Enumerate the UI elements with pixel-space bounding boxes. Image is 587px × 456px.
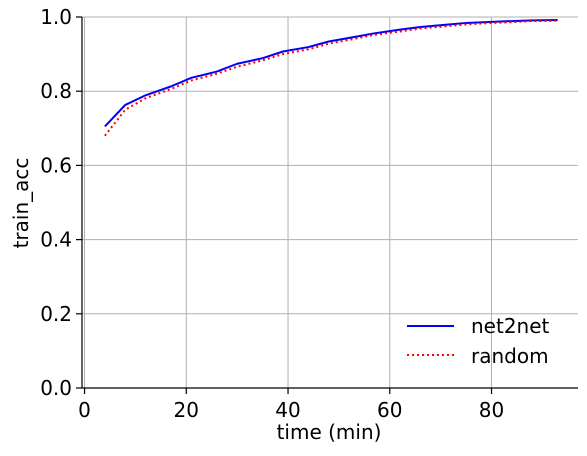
axes-layer — [81, 17, 578, 389]
x-tick-label-2: 40 — [275, 398, 300, 422]
y-axis-label: train_acc — [9, 158, 33, 249]
x-tick-label-4: 80 — [479, 398, 504, 422]
y-tick-label-0: 0.0 — [40, 376, 72, 400]
legend-label-net2net: net2net — [471, 314, 550, 338]
series-layer — [104, 18, 558, 137]
series-line-random — [104, 19, 558, 137]
legend-label-random: random — [471, 344, 549, 368]
x-tick-label-1: 20 — [174, 398, 199, 422]
x-axis-label: time (min) — [277, 420, 382, 444]
y-tick-label-4: 0.8 — [40, 79, 72, 103]
x-tick-label-0: 0 — [78, 398, 91, 422]
x-tick-label-3: 60 — [377, 398, 402, 422]
y-tick-label-3: 0.6 — [40, 153, 72, 177]
ticks-layer: 0 20 40 60 80 0.0 0.2 0.4 0.6 0.8 1.0 — [40, 5, 504, 422]
series-line-net2net — [104, 18, 558, 128]
legend: net2net random — [407, 314, 550, 368]
y-tick-label-5: 1.0 — [40, 5, 72, 29]
y-tick-label-2: 0.4 — [40, 228, 72, 252]
y-tick-label-1: 0.2 — [40, 302, 72, 326]
